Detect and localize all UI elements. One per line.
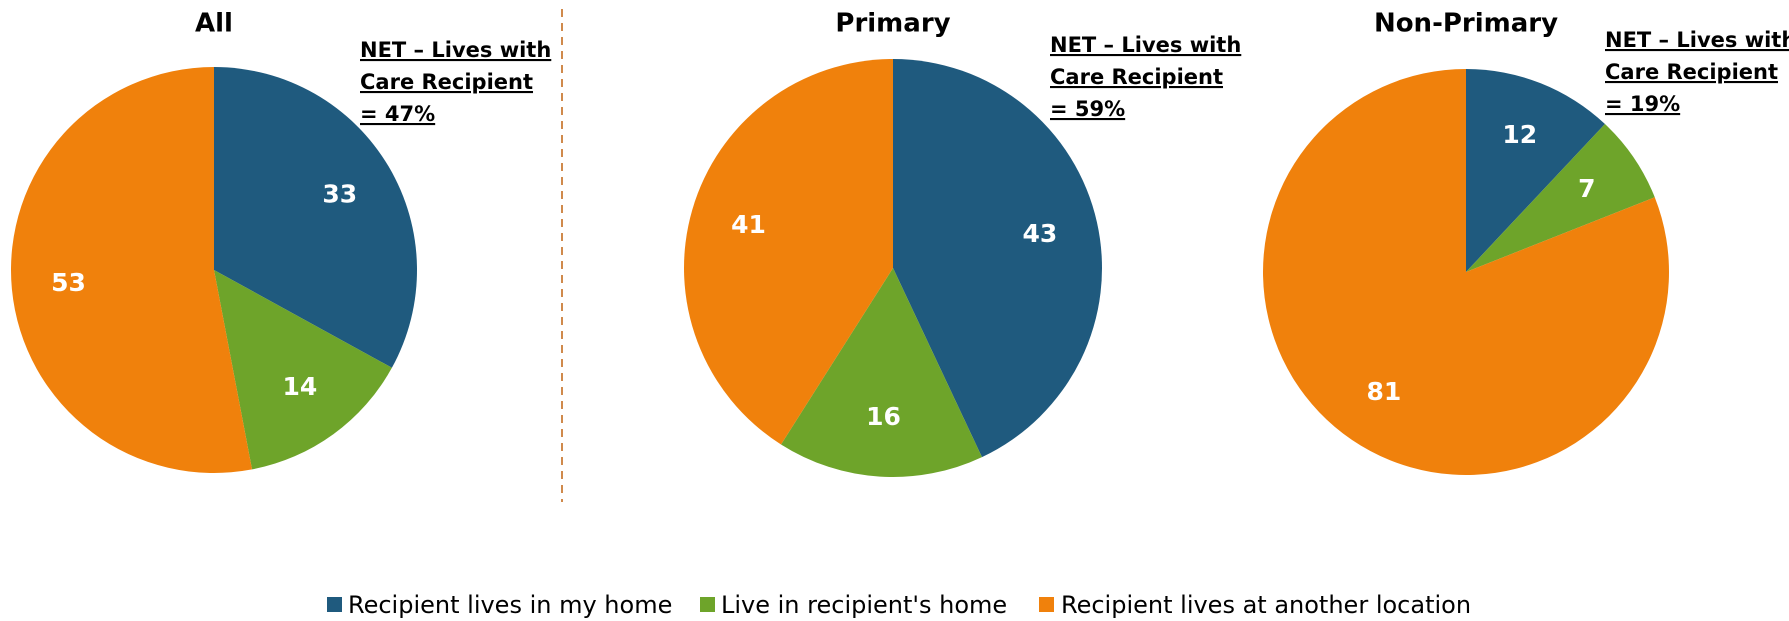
annotation: Care Recipient <box>360 70 533 94</box>
chart-title: All <box>195 9 233 39</box>
annotation: NET – Lives with <box>1605 28 1789 52</box>
pie-slice <box>683 59 893 445</box>
annotation: Care Recipient <box>1050 65 1223 89</box>
legend-label: Recipient lives at another location <box>1061 591 1471 619</box>
data-label: 33 <box>322 180 357 209</box>
pie-slice <box>1263 69 1669 475</box>
chart-title: Primary <box>835 9 950 39</box>
pie-slice <box>10 67 253 473</box>
annotation: Care Recipient <box>1605 60 1778 84</box>
pie-slice <box>214 67 417 368</box>
legend-label: Live in recipient's home <box>721 591 1007 619</box>
data-label: 81 <box>1366 377 1401 406</box>
pie-slice <box>781 268 982 477</box>
pie-slice <box>1466 124 1655 272</box>
data-label: 14 <box>283 372 318 401</box>
annotation: = 59% <box>1050 97 1125 121</box>
annotation: = 19% <box>1605 92 1680 116</box>
annotation: = 47% <box>360 102 435 126</box>
data-label: 7 <box>1578 174 1595 203</box>
legend-swatch <box>1039 597 1054 612</box>
annotation: NET – Lives with <box>360 38 551 62</box>
legend-swatch <box>327 597 342 612</box>
legend-swatch <box>700 597 715 612</box>
data-label: 16 <box>866 402 901 431</box>
data-label: 43 <box>1022 219 1057 248</box>
data-label: 41 <box>731 210 766 239</box>
pie-slice <box>1466 69 1605 272</box>
pie-slice <box>214 270 392 470</box>
data-label: 53 <box>51 268 86 297</box>
data-label: 12 <box>1502 120 1537 149</box>
annotation: NET – Lives with <box>1050 33 1241 57</box>
chart-title: Non-Primary <box>1374 9 1558 39</box>
pie-slice <box>893 59 1102 458</box>
legend-label: Recipient lives in my home <box>348 591 672 619</box>
